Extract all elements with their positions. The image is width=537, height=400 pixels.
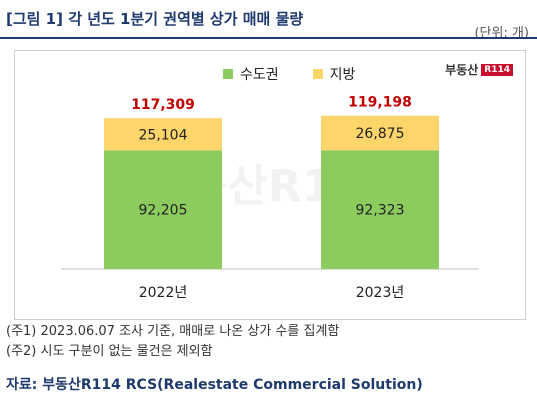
brand-name: 부동산 — [445, 63, 479, 77]
bar-capital-1 — [321, 150, 439, 269]
x-tick-label-1: 2023년 — [356, 285, 405, 301]
legend: 수도권 지방 — [223, 64, 355, 84]
note-2: (주2) 시도 구분이 없는 물건은 제외함 — [6, 344, 213, 359]
chart-title: [그림 1] 각 년도 1분기 권역별 상가 매매 물량 — [6, 10, 304, 28]
bar-capital-0 — [104, 150, 222, 269]
legend-item-capital: 수도권 — [223, 64, 279, 84]
data-label-regional-0: 25,104 — [139, 127, 188, 143]
note-1: (주1) 2023.06.07 조사 기준, 매매로 나온 상가 수를 집계함 — [6, 324, 340, 339]
legend-swatch-regional — [312, 69, 323, 79]
legend-swatch-capital — [223, 69, 233, 79]
legend-item-regional: 지방 — [312, 64, 356, 84]
legend-label-capital: 수도권 — [240, 67, 279, 83]
data-label-capital-1: 92,323 — [356, 203, 405, 219]
bar-regional-0 — [104, 118, 222, 151]
legend-label-regional: 지방 — [329, 67, 356, 83]
data-label-regional-1: 26,875 — [356, 126, 405, 142]
x-tick-label-0: 2022년 — [139, 285, 188, 301]
total-label-1: 119,198 — [348, 95, 412, 111]
total-label-0: 117,309 — [131, 97, 195, 113]
brand-logo: 부동산 R114 — [445, 61, 513, 78]
bar-regional-1 — [321, 115, 439, 151]
title-rule — [0, 37, 537, 39]
data-label-capital-0: 92,205 — [139, 203, 188, 219]
bar-chart: 부동산R11492,20525,104117,3092022년92,32326,… — [61, 95, 479, 301]
notes: (주1) 2023.06.07 조사 기준, 매매로 나온 상가 수를 집계함 … — [6, 322, 339, 362]
brand-badge: R114 — [481, 63, 513, 76]
chart-panel: 수도권 지방 부동산 R114 부동산R114 92,205 25,104 117,3… — [14, 50, 526, 320]
source-line: 자료: 부동산R114 RCS(Realestate Commercial So… — [6, 377, 423, 393]
